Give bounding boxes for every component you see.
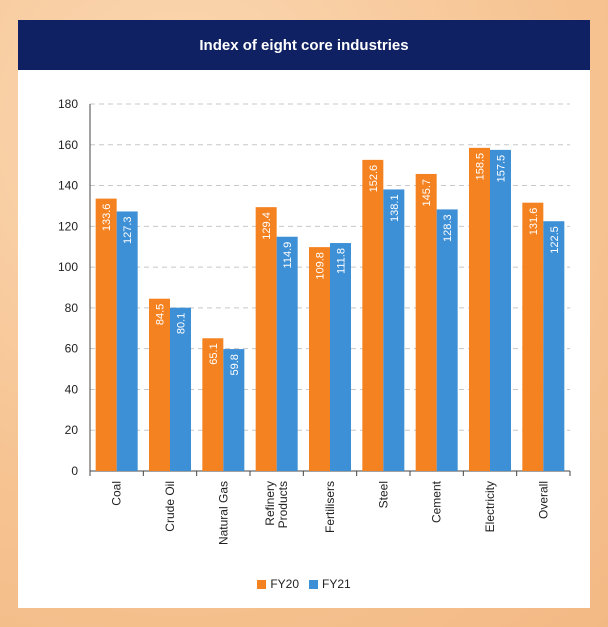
x-tick-label: Natural Gas bbox=[216, 481, 230, 545]
bar-fy20 bbox=[309, 247, 330, 471]
x-tick-label: Cement bbox=[430, 480, 444, 523]
legend-item-fy20: FY20 bbox=[257, 577, 299, 591]
x-tick-label: Crude Oil bbox=[163, 481, 177, 532]
chart-title-bar: Index of eight core industries bbox=[18, 20, 590, 70]
y-tick-label: 80 bbox=[65, 301, 79, 315]
bar-fy21 bbox=[436, 209, 458, 471]
bar-fy21 bbox=[543, 221, 565, 471]
bar-fy20 bbox=[522, 202, 544, 471]
y-tick-label: 180 bbox=[58, 97, 78, 111]
x-tick-label: Products bbox=[276, 481, 290, 528]
data-label-fy20: 145.7 bbox=[421, 179, 433, 207]
legend-label-fy21: FY21 bbox=[322, 577, 351, 591]
y-tick-label: 100 bbox=[58, 260, 78, 274]
y-tick-label: 0 bbox=[71, 464, 78, 478]
data-label-fy21: 122.5 bbox=[549, 226, 561, 254]
y-tick-label: 40 bbox=[65, 382, 79, 396]
chart-title: Index of eight core industries bbox=[199, 36, 409, 54]
y-tick-label: 20 bbox=[65, 423, 79, 437]
bar-fy21 bbox=[116, 211, 138, 471]
x-tick-label: Coal bbox=[110, 481, 124, 506]
data-label-fy21: 111.8 bbox=[336, 248, 348, 274]
legend-label-fy20: FY20 bbox=[270, 577, 299, 591]
x-tick-label: Steel bbox=[376, 481, 390, 508]
bar-fy20 bbox=[255, 207, 277, 471]
data-label-fy20: 65.1 bbox=[208, 343, 220, 364]
x-tick-label: Refinery bbox=[263, 481, 277, 526]
bar-fy21 bbox=[330, 243, 351, 471]
data-label-fy20: 158.5 bbox=[475, 153, 487, 181]
bar-fy20 bbox=[202, 338, 224, 471]
legend-swatch-fy20 bbox=[257, 579, 267, 589]
y-tick-label: 160 bbox=[58, 138, 78, 152]
x-tick-label: Electricity bbox=[483, 481, 497, 532]
data-label-fy20: 129.4 bbox=[261, 212, 273, 240]
bar-chart: 0 20 40 60 80 100 120 140 160 180 133.6 127.3 Coal 84… bbox=[58, 97, 571, 545]
data-label-fy21: 127.3 bbox=[122, 216, 134, 244]
bar-fy21 bbox=[383, 189, 405, 471]
data-label-fy21: 138.1 bbox=[389, 194, 401, 222]
x-tick-label: Overall bbox=[536, 481, 550, 519]
chart-legend: FY20 FY21 bbox=[18, 573, 590, 595]
bar-fy21 bbox=[170, 307, 191, 471]
x-tick-label: Fertilisers bbox=[323, 481, 337, 533]
data-label-fy21: 80.1 bbox=[176, 313, 188, 334]
bar-fy20 bbox=[362, 159, 384, 472]
data-label-fy21: 157.5 bbox=[496, 155, 508, 183]
bar-fy21 bbox=[223, 349, 245, 471]
data-label-fy20: 84.5 bbox=[155, 304, 167, 325]
bar-fy20 bbox=[149, 298, 170, 471]
data-label-fy20: 152.6 bbox=[368, 165, 380, 193]
y-tick-label: 120 bbox=[58, 219, 78, 233]
y-tick-label: 140 bbox=[58, 179, 78, 193]
data-label-fy21: 128.3 bbox=[442, 214, 454, 242]
legend-item-fy21: FY21 bbox=[309, 577, 351, 591]
data-label-fy20: 109.8 bbox=[315, 252, 327, 280]
bar-fy20 bbox=[95, 198, 117, 472]
chart-card: Index of eight core industries 0 20 40 60 80… bbox=[18, 20, 590, 608]
bar-fy21 bbox=[276, 236, 298, 471]
data-label-fy20: 131.6 bbox=[528, 208, 540, 236]
data-label-fy21: 59.8 bbox=[229, 354, 241, 375]
legend-swatch-fy21 bbox=[309, 579, 318, 589]
bar-fy21 bbox=[490, 149, 511, 471]
data-label-fy21: 114.9 bbox=[282, 242, 294, 269]
bar-fy20 bbox=[469, 147, 490, 471]
data-label-fy20: 133.6 bbox=[101, 204, 113, 232]
y-tick-label: 60 bbox=[65, 342, 79, 356]
bar-fy20 bbox=[415, 173, 437, 471]
